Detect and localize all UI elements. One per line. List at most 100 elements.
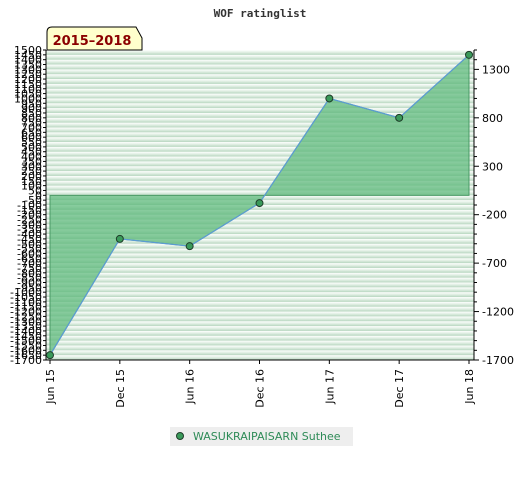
grid-band	[46, 297, 474, 302]
grid-band	[46, 214, 474, 220]
left-tick-label: -1200	[10, 306, 42, 319]
legend-marker-icon	[176, 432, 184, 440]
grid-band	[46, 83, 474, 89]
grid-band	[46, 93, 474, 99]
grid-band	[46, 132, 474, 138]
left-tick-label: 0	[35, 189, 42, 202]
period-badge-box	[46, 26, 143, 51]
right-tick-label: -1200	[482, 306, 514, 319]
left-tick-label: -500	[17, 238, 42, 251]
left-tick-label: 1000	[14, 92, 42, 105]
left-tick-label: -950	[17, 281, 42, 294]
right-tick-label: 1300	[482, 63, 510, 76]
grid-band	[46, 224, 474, 230]
x-tick-label: Dec 17	[393, 369, 406, 408]
left-tick-label: -1400	[10, 325, 42, 338]
left-tick-label: 1100	[14, 83, 42, 96]
data-point[interactable]	[395, 113, 404, 122]
left-tick-label: 250	[21, 165, 42, 178]
left-tick-label: 850	[21, 107, 42, 120]
grid-band	[46, 229, 474, 235]
grid-band	[46, 287, 474, 293]
left-tick-label: -900	[17, 277, 42, 290]
left-tick-label: 1150	[14, 78, 42, 91]
grid-band	[46, 117, 474, 123]
grid-band	[46, 64, 474, 70]
left-tick-label: 1450	[14, 49, 42, 62]
grid-band	[46, 79, 474, 84]
left-tick-label: -450	[17, 233, 42, 246]
left-tick-label: 300	[21, 160, 42, 173]
left-tick-label: -1650	[10, 349, 42, 362]
axes-layer	[43, 49, 479, 364]
grid-band	[46, 122, 474, 128]
left-tick-label: -550	[17, 243, 42, 256]
left-tick-label: -1450	[10, 330, 42, 343]
x-tick-label: Jun 18	[463, 369, 476, 405]
left-tick-label: 1200	[14, 73, 42, 86]
left-axis-tick-labels: 1500145014001350130012501200115011001050…	[10, 44, 42, 367]
left-tick-label: -700	[17, 257, 42, 270]
right-tick-label: 300	[482, 160, 503, 173]
data-point[interactable]	[185, 242, 194, 251]
grid-band	[46, 292, 474, 298]
left-tick-label: 150	[21, 175, 42, 188]
left-tick-label: -1600	[10, 344, 42, 357]
legend[interactable]: WASUKRAIPAISARN Suthee	[170, 427, 353, 446]
data-point[interactable]	[465, 50, 473, 59]
left-tick-label: 1050	[14, 88, 42, 101]
left-tick-label: 650	[21, 126, 42, 139]
grid-band	[46, 205, 474, 210]
grid-band	[46, 103, 474, 109]
right-tick-label: -700	[482, 257, 507, 270]
left-tick-label: 200	[21, 170, 42, 183]
left-tick-label: 600	[21, 131, 42, 144]
left-tick-label: 1500	[14, 44, 42, 57]
x-tick-label: Jun 16	[184, 369, 197, 405]
period-badge-label: 2015–2018	[53, 34, 132, 49]
data-point[interactable]	[255, 199, 264, 208]
left-tick-label: 1300	[14, 63, 42, 76]
grid-band	[46, 74, 474, 80]
x-tick-label: Dec 16	[254, 369, 267, 408]
data-point[interactable]	[115, 234, 124, 243]
grid-band	[46, 355, 474, 360]
left-tick-label: -850	[17, 272, 42, 285]
left-tick-label: -800	[17, 267, 42, 280]
grid-band	[46, 171, 474, 176]
grid-band	[46, 316, 474, 322]
grid-band	[46, 185, 474, 191]
left-tick-label: -650	[17, 252, 42, 265]
data-point[interactable]	[46, 351, 54, 360]
x-tick-label: Dec 15	[114, 369, 127, 408]
right-axis-tick-labels: 1300 800 300 -200 -700 -1200 -1700	[482, 63, 514, 367]
left-tick-label: 1350	[14, 59, 42, 72]
grid-band	[46, 151, 474, 157]
grid-band	[46, 54, 474, 60]
grid-band	[46, 137, 474, 143]
grid-band	[46, 330, 474, 336]
grid-band	[46, 253, 474, 259]
grid-band	[46, 301, 474, 307]
data-point[interactable]	[325, 94, 334, 103]
grid-band	[46, 267, 474, 273]
grid-band	[46, 238, 474, 244]
grid-band	[46, 335, 474, 341]
left-tick-label: -1000	[10, 286, 42, 299]
left-tick-label: -100	[17, 199, 42, 212]
x-tick-label: Jun 15	[44, 369, 57, 405]
right-tick-label: -200	[482, 209, 507, 222]
left-tick-label: 1250	[14, 68, 42, 81]
grid-band	[46, 277, 474, 283]
left-tick-label: 50	[28, 184, 42, 197]
period-badge: 2015–2018	[46, 26, 143, 51]
left-tick-label: -1050	[10, 291, 42, 304]
left-tick-label: -1300	[10, 315, 42, 328]
grid-band	[46, 272, 474, 278]
grid-band	[46, 50, 474, 55]
grid-band	[46, 112, 474, 118]
grid-band	[46, 350, 474, 356]
legend-series-name: WASUKRAIPAISARN Suthee	[193, 430, 341, 443]
grid-band	[46, 258, 474, 264]
